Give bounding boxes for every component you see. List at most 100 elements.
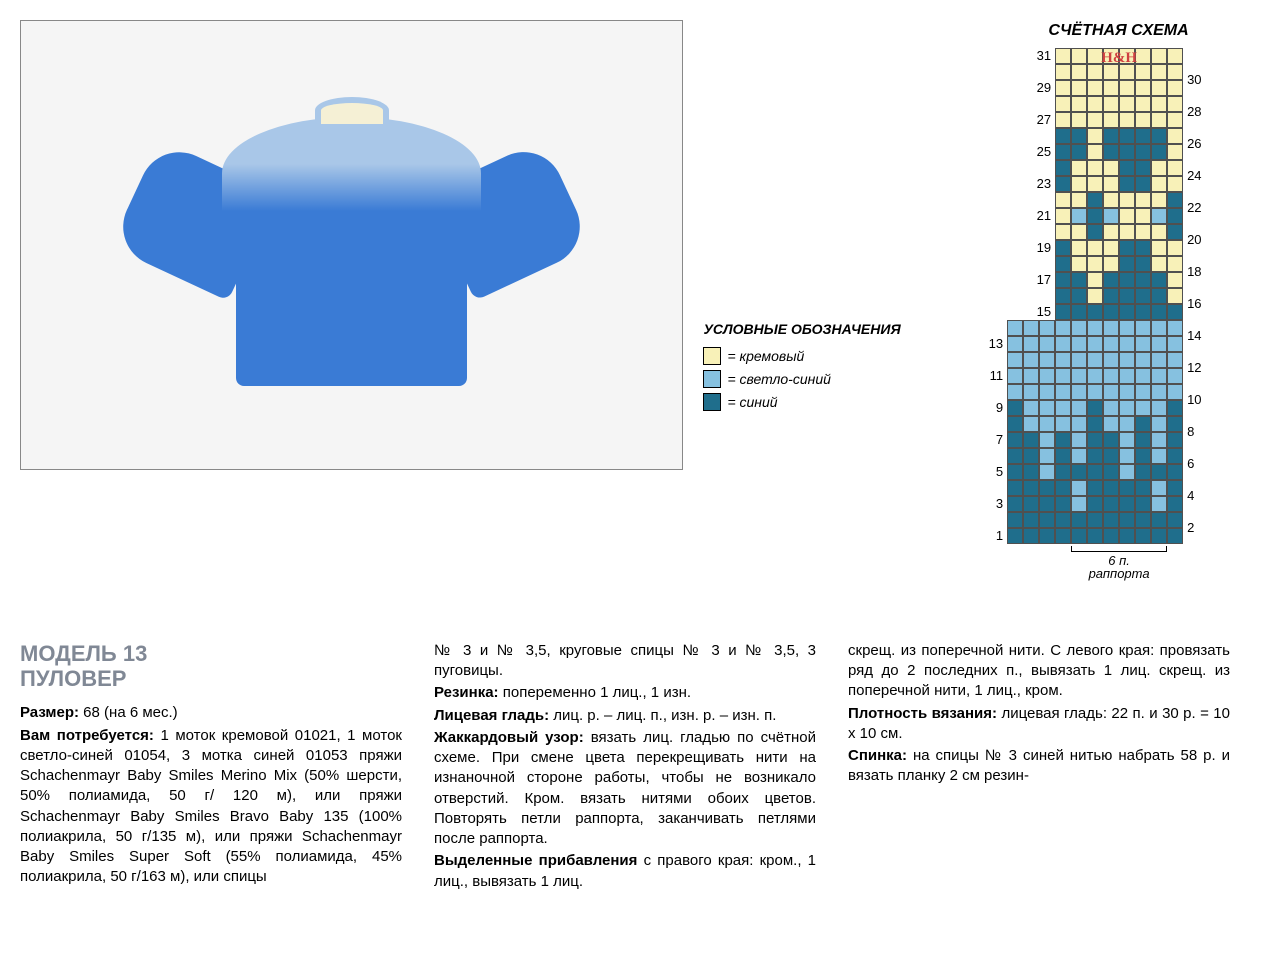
chart-row: 3 <box>1007 496 1183 512</box>
chart-cell <box>1135 368 1151 384</box>
chart-cell <box>1119 240 1135 256</box>
chart-cell <box>1103 496 1119 512</box>
chart-cell <box>1119 112 1135 128</box>
chart-cell <box>1087 336 1103 352</box>
chart-cell <box>1087 368 1103 384</box>
chart-cell <box>1103 336 1119 352</box>
chart-cell <box>1023 480 1039 496</box>
chart-cell <box>1135 112 1151 128</box>
chart-cell <box>1087 480 1103 496</box>
chart-cell <box>1135 528 1151 544</box>
chart-cell <box>1151 512 1167 528</box>
chart-row-number: 14 <box>1187 328 1207 344</box>
chart-cell <box>1103 448 1119 464</box>
paragraph-lead: Резинка: <box>434 684 499 701</box>
chart-cell <box>1071 160 1087 176</box>
chart-row: 2 <box>1007 512 1183 528</box>
chart-row-number: 17 <box>1031 272 1051 288</box>
paragraph-text: № 3 и № 3,5, круговые спицы № 3 и № 3,5,… <box>434 642 816 679</box>
model-heading-line2: ПУЛОВЕР <box>20 666 126 691</box>
paragraph-text: скрещ. из поперечной нити. С левого края… <box>848 642 1230 700</box>
chart-row: 22 <box>1055 192 1183 208</box>
chart-row-number: 5 <box>983 464 1003 480</box>
chart-cell <box>1087 512 1103 528</box>
paragraph-lead: Жаккардовый узор: <box>434 729 584 746</box>
chart-cell <box>1039 320 1055 336</box>
chart-cell <box>1135 192 1151 208</box>
chart-cell <box>1135 512 1151 528</box>
chart-cell <box>1039 352 1055 368</box>
chart-cell <box>1071 112 1087 128</box>
chart-row: 26 <box>1055 128 1183 144</box>
chart-cell <box>1055 272 1071 288</box>
chart-cell <box>1167 416 1183 432</box>
chart-cell <box>1119 208 1135 224</box>
chart-cell <box>1135 336 1151 352</box>
chart-row: 15 <box>1055 304 1183 320</box>
chart-cell <box>1007 320 1023 336</box>
chart-cell <box>1167 48 1183 64</box>
chart-cell <box>1103 480 1119 496</box>
chart-grid: 31H&H30292827262524232221201918171615141… <box>977 48 1260 621</box>
chart-cell <box>1087 192 1103 208</box>
chart-cell <box>1103 432 1119 448</box>
chart-cell <box>1103 224 1119 240</box>
chart-cell <box>1119 80 1135 96</box>
chart-cell <box>1007 464 1023 480</box>
chart-cell <box>1055 432 1071 448</box>
chart-cell <box>1167 160 1183 176</box>
chart-cell <box>1023 352 1039 368</box>
chart-cell <box>1007 352 1023 368</box>
chart-cell <box>1071 272 1087 288</box>
chart-cell <box>1167 320 1183 336</box>
chart-cell <box>1167 512 1183 528</box>
chart-row: 10 <box>1007 384 1183 400</box>
chart-row-number: 27 <box>1031 112 1051 128</box>
chart-cell <box>1071 448 1087 464</box>
chart-cell <box>1023 432 1039 448</box>
paragraph: Выделенные прибавления с право­го края: … <box>434 851 816 892</box>
chart-cell <box>1087 528 1103 544</box>
chart-row-number: 25 <box>1031 144 1051 160</box>
chart-cell <box>1151 144 1167 160</box>
chart-cell <box>1167 496 1183 512</box>
paragraph: Резинка: попеременно 1 лиц., 1 изн. <box>434 683 816 703</box>
model-heading: МОДЕЛЬ 13 ПУЛОВЕР <box>20 641 402 692</box>
chart-cell <box>1039 384 1055 400</box>
chart-cell <box>1039 416 1055 432</box>
paragraph: Жаккардовый узор: вязать лиц. гла­дью по… <box>434 728 816 850</box>
chart-row-number: 18 <box>1187 264 1207 280</box>
column-2: № 3 и № 3,5, круговые спицы № 3 и № 3,5,… <box>434 641 816 894</box>
chart-cell <box>1151 192 1167 208</box>
chart-cell <box>1135 384 1151 400</box>
chart-cell <box>1087 160 1103 176</box>
legend-item: = светло-синий <box>703 370 957 389</box>
chart-cell <box>1119 368 1135 384</box>
chart-cell <box>1055 48 1071 64</box>
chart-cell <box>1135 352 1151 368</box>
chart-cell <box>1055 480 1071 496</box>
chart-row-number: 21 <box>1031 208 1051 224</box>
chart-cell <box>1007 496 1023 512</box>
chart-cell <box>1167 480 1183 496</box>
chart-cell <box>1103 256 1119 272</box>
chart-row-number: 24 <box>1187 168 1207 184</box>
chart-cell <box>1055 192 1071 208</box>
chart-cell <box>1055 80 1071 96</box>
chart-row-number: 11 <box>983 368 1003 384</box>
chart-cell <box>1055 336 1071 352</box>
chart-cell <box>1167 208 1183 224</box>
chart-cell <box>1103 128 1119 144</box>
chart-cell <box>1135 64 1151 80</box>
chart-cell <box>1087 320 1103 336</box>
chart-cell <box>1135 96 1151 112</box>
chart-cell <box>1135 272 1151 288</box>
chart-cell <box>1167 464 1183 480</box>
chart-cell <box>1055 496 1071 512</box>
paragraph-text: 68 (на 6 мес.) <box>79 704 178 721</box>
chart-cell <box>1103 208 1119 224</box>
chart-cell <box>1119 464 1135 480</box>
chart-cell <box>1119 528 1135 544</box>
chart-cell <box>1167 448 1183 464</box>
chart-cell <box>1151 272 1167 288</box>
